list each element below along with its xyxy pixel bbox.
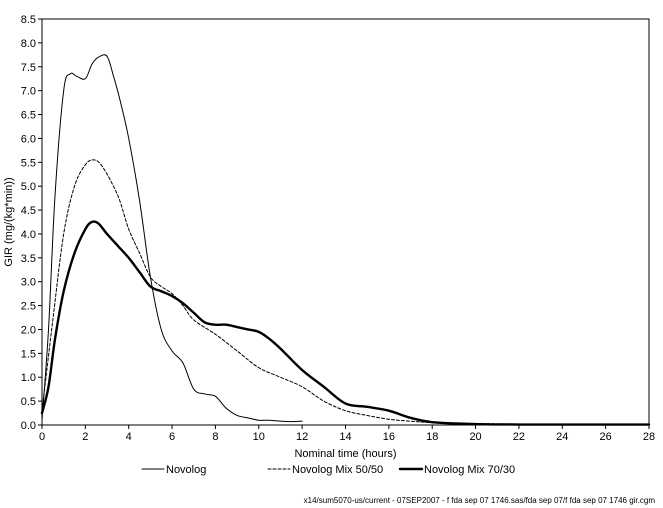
y-tick-label: 3.5 [21, 253, 36, 265]
y-tick-label: 1.5 [21, 348, 36, 360]
legend-label-novolog: Novolog [166, 464, 206, 476]
y-tick-label: 7.0 [21, 86, 36, 98]
y-tick-label: 6.5 [21, 110, 36, 122]
x-tick-label: 22 [513, 431, 525, 443]
y-tick-label: 8.5 [21, 14, 36, 26]
x-tick-label: 16 [383, 431, 395, 443]
y-axis: 0.0 0.5 1.0 1.5 2.0 2.5 3.0 3.5 4.0 4.5 5.0 5.5 6.0 6… [21, 14, 42, 432]
y-tick-label: 7.5 [21, 62, 36, 74]
legend-label-novolog-mix-70-30: Novolog Mix 70/30 [424, 464, 515, 476]
y-tick-label: 0.5 [21, 396, 36, 408]
x-tick-label: 28 [643, 431, 655, 443]
x-tick-label: 12 [296, 431, 308, 443]
x-tick-label: 4 [126, 431, 132, 443]
series-line-novolog-mix-50-50 [41, 159, 650, 426]
series-line-novolog-mix-70-30 [40, 220, 651, 426]
y-tick-label: 2.5 [21, 301, 36, 313]
x-tick-label: 24 [556, 431, 568, 443]
y-tick-label: 6.0 [21, 133, 36, 145]
y-tick-label: 5.5 [21, 157, 36, 169]
x-tick-label: 18 [426, 431, 438, 443]
series-line-novolog [41, 54, 303, 423]
x-tick-label: 8 [212, 431, 218, 443]
legend-label-novolog-mix-50-50: Novolog Mix 50/50 [292, 464, 383, 476]
y-tick-label: 4.5 [21, 205, 36, 217]
y-tick-label: 0.0 [21, 420, 36, 432]
x-tick-label: 6 [169, 431, 175, 443]
x-tick-label: 14 [339, 431, 351, 443]
y-tick-label: 4.0 [21, 229, 36, 241]
y-tick-label: 3.0 [21, 277, 36, 289]
x-tick-label: 20 [469, 431, 481, 443]
x-tick-label: 0 [39, 431, 45, 443]
y-tick-label: 8.0 [21, 38, 36, 50]
legend: Novolog Novolog Mix 50/50 Novolog Mix 70/3… [141, 464, 515, 476]
y-tick-label: 2.0 [21, 324, 36, 336]
footnote: x14/sum5070-us/current - 07SEP2007 - f f… [304, 496, 656, 505]
x-tick-label: 2 [82, 431, 88, 443]
x-axis: 0 2 4 6 8 10 12 14 16 18 20 22 24 26 28 [39, 425, 655, 443]
y-tick-label: 1.0 [21, 372, 36, 384]
x-tick-label: 26 [600, 431, 612, 443]
series-layer [40, 54, 651, 426]
x-axis-title: Nominal time (hours) [294, 448, 396, 460]
x-tick-label: 10 [253, 431, 265, 443]
plot-frame [41, 18, 650, 426]
y-axis-title: GIR (mg/(kg*min)) [3, 177, 15, 266]
y-tick-label: 5.0 [21, 181, 36, 193]
